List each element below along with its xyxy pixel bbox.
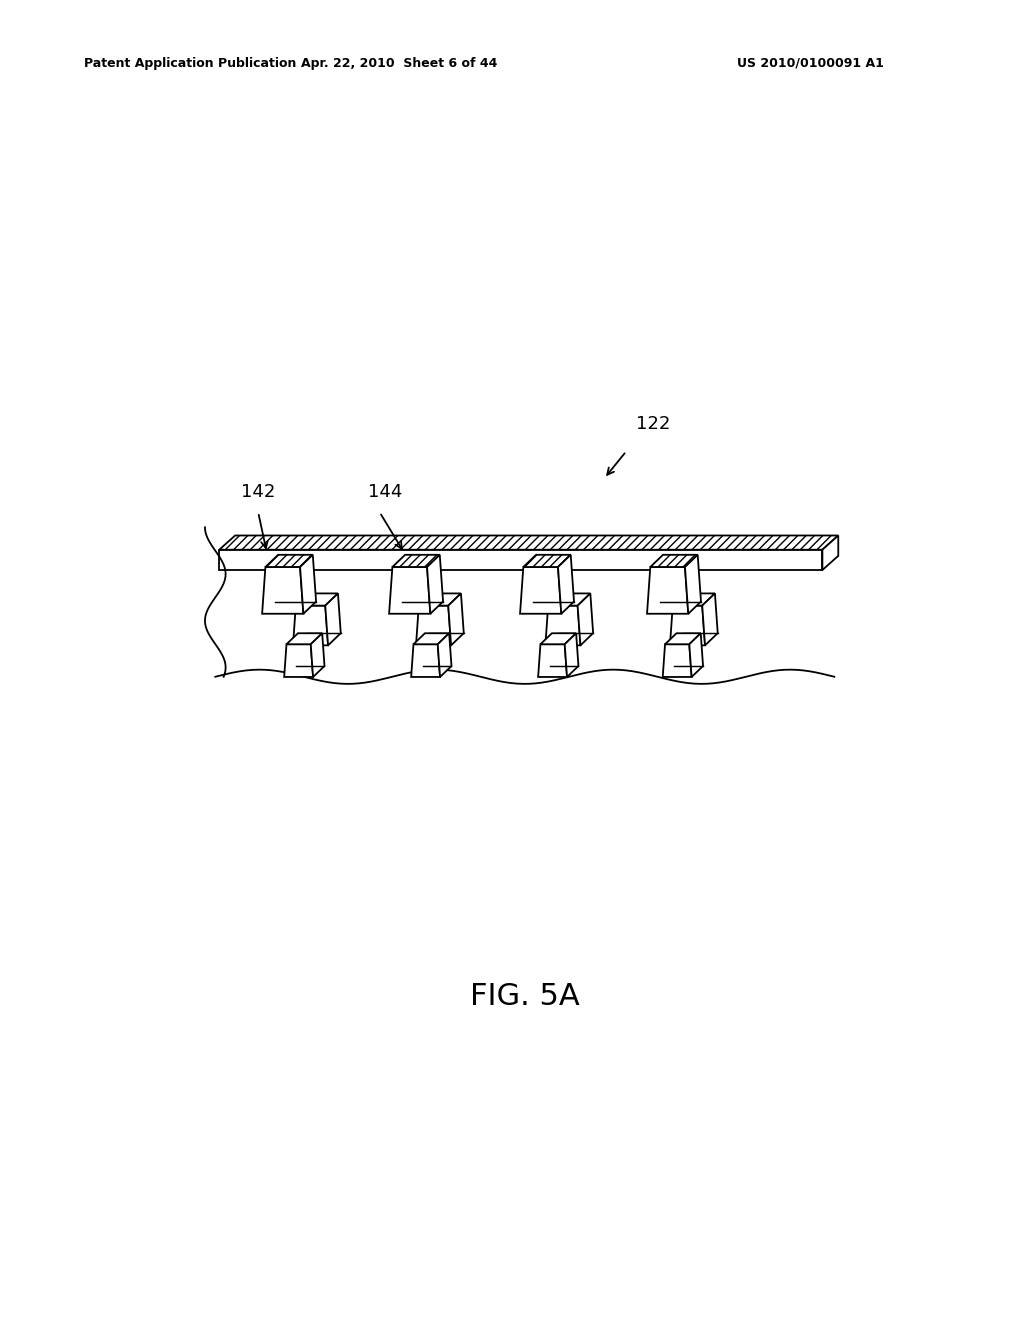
Polygon shape [300,554,316,614]
Polygon shape [665,634,700,644]
Polygon shape [414,634,450,644]
Text: 142: 142 [241,483,275,500]
Polygon shape [219,549,822,570]
Polygon shape [437,634,452,677]
Polygon shape [578,594,593,645]
Polygon shape [670,606,706,645]
Polygon shape [673,594,715,606]
Polygon shape [296,594,338,606]
Polygon shape [520,568,561,614]
Text: Apr. 22, 2010  Sheet 6 of 44: Apr. 22, 2010 Sheet 6 of 44 [301,57,498,70]
Polygon shape [285,644,313,677]
Polygon shape [310,634,325,677]
Polygon shape [548,594,590,606]
Polygon shape [546,606,581,645]
Polygon shape [265,554,312,568]
Text: 144: 144 [368,483,402,500]
Polygon shape [427,554,443,614]
Polygon shape [287,634,323,644]
Polygon shape [416,606,452,645]
Text: 122: 122 [636,414,671,433]
Polygon shape [689,634,703,677]
Polygon shape [523,554,570,568]
Polygon shape [392,554,439,568]
Text: FIG. 5A: FIG. 5A [470,982,580,1011]
Polygon shape [219,536,839,549]
Polygon shape [449,594,464,645]
Polygon shape [558,554,574,614]
Polygon shape [564,634,579,677]
Polygon shape [685,554,701,614]
Polygon shape [647,568,688,614]
Polygon shape [650,554,697,568]
Polygon shape [389,568,430,614]
Text: Patent Application Publication: Patent Application Publication [84,57,296,70]
Polygon shape [262,568,303,614]
Polygon shape [663,644,691,677]
Polygon shape [702,594,718,645]
Polygon shape [419,594,461,606]
Polygon shape [822,536,839,570]
Polygon shape [293,606,328,645]
Polygon shape [326,594,341,645]
Polygon shape [412,644,440,677]
Polygon shape [541,634,577,644]
Text: US 2010/0100091 A1: US 2010/0100091 A1 [737,57,884,70]
Polygon shape [539,644,567,677]
